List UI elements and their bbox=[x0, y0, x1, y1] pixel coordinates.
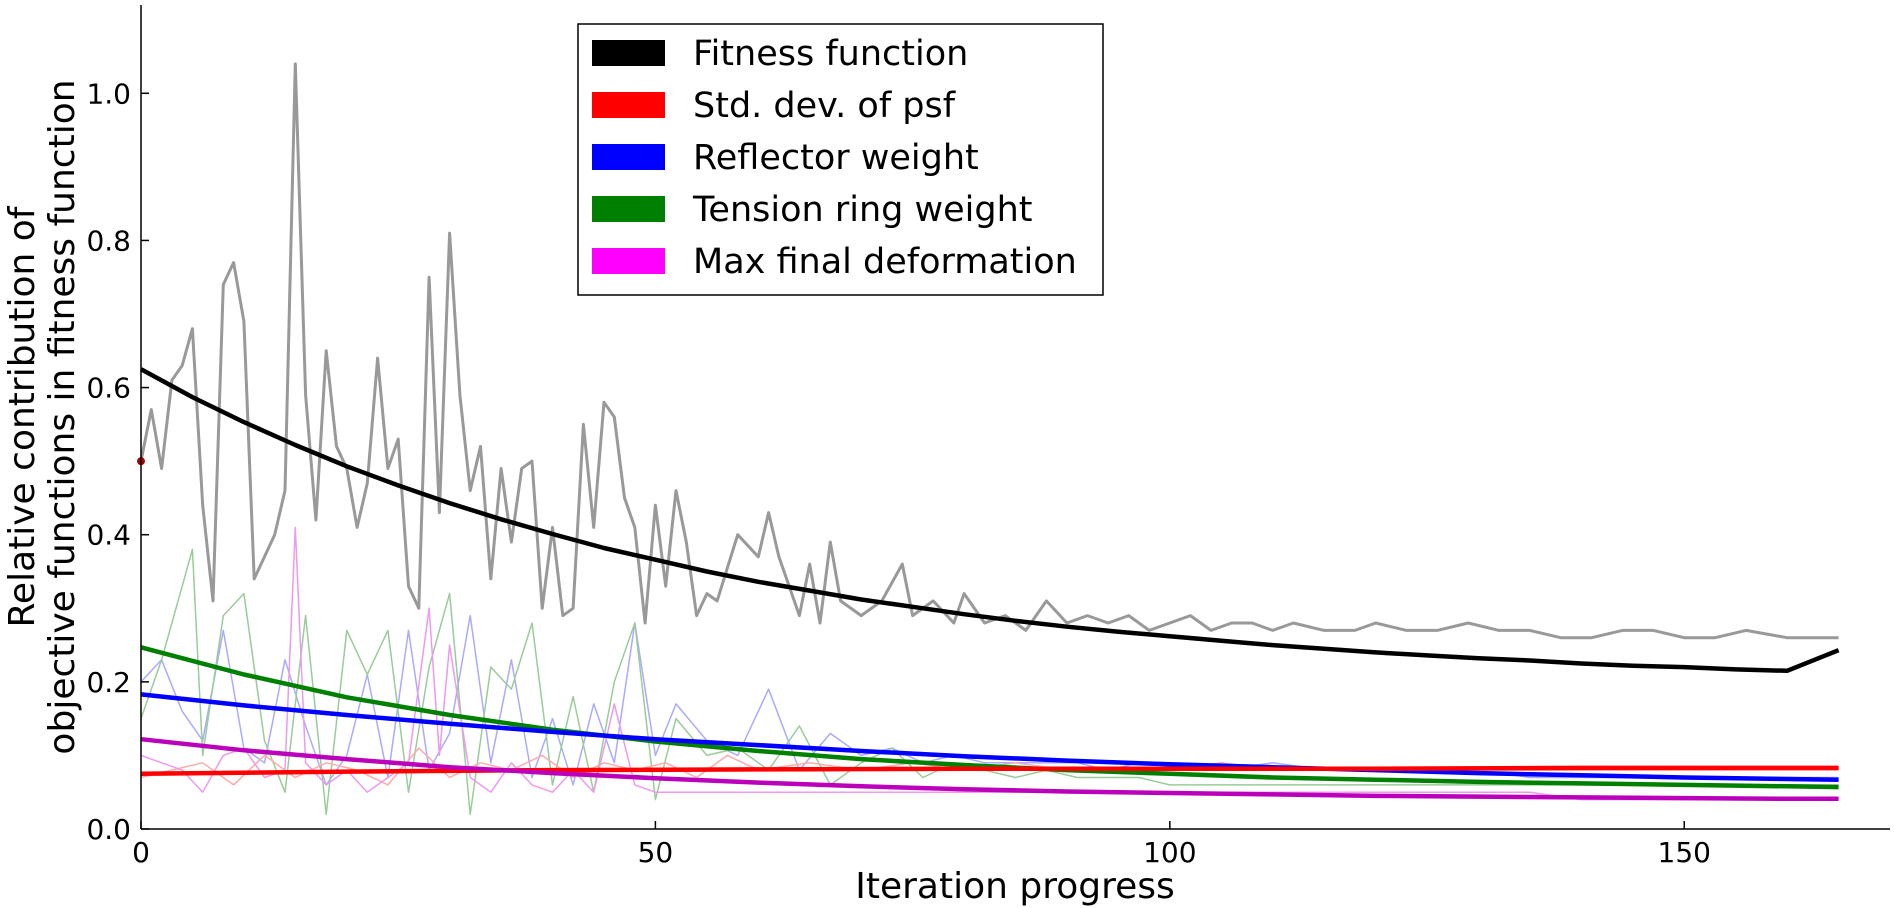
fit-line-7 bbox=[140, 692, 1839, 782]
legend-label: Std. dev. of psf bbox=[693, 86, 956, 126]
y-tick-label: 0.0 bbox=[86, 813, 131, 846]
raw-line-5 bbox=[140, 526, 1839, 801]
x-tick-label: 50 bbox=[638, 836, 674, 869]
y-axis-title-line1: Relative contribution of bbox=[2, 205, 43, 627]
legend-swatch bbox=[592, 196, 665, 222]
y-tick-label: 0.8 bbox=[86, 224, 131, 257]
ticks: 0 50 100 150 0.0 0.2 0.4 0.6 0.8 1.0 bbox=[86, 77, 1710, 869]
x-tick-label: 100 bbox=[1143, 836, 1196, 869]
axes bbox=[140, 5, 1890, 830]
y-tick-label: 0.4 bbox=[86, 519, 131, 552]
fit-line-9 bbox=[140, 736, 1839, 802]
legend-label: Fitness function bbox=[693, 34, 968, 74]
x-axis-title: Iteration progress bbox=[855, 866, 1175, 907]
legend-swatch bbox=[592, 40, 665, 66]
y-tick-label: 0.6 bbox=[86, 372, 131, 405]
raw-line-0 bbox=[139, 62, 1839, 640]
series-layer bbox=[137, 62, 1840, 816]
fit-line-1 bbox=[139, 367, 1840, 674]
legend-label: Max final deformation bbox=[693, 242, 1077, 282]
fit-line-8 bbox=[140, 765, 1839, 777]
legend-label: Reflector weight bbox=[693, 138, 979, 178]
legend-swatch bbox=[592, 92, 665, 118]
y-tick-label: 0.2 bbox=[86, 666, 131, 699]
legend-swatch bbox=[592, 144, 665, 170]
legend: Fitness function Std. dev. of psf Reflecto… bbox=[577, 23, 1104, 296]
legend-label: Tension ring weight bbox=[692, 190, 1032, 230]
raw-line-3 bbox=[140, 548, 1839, 816]
legend-swatch bbox=[592, 248, 665, 274]
legend-frame bbox=[577, 23, 1104, 296]
x-tick-label: 150 bbox=[1658, 836, 1711, 869]
y-axis-title-line2: objective functions in fitness function bbox=[42, 79, 83, 754]
y-tick-label: 1.0 bbox=[86, 77, 131, 110]
x-tick-label: 0 bbox=[132, 836, 150, 869]
